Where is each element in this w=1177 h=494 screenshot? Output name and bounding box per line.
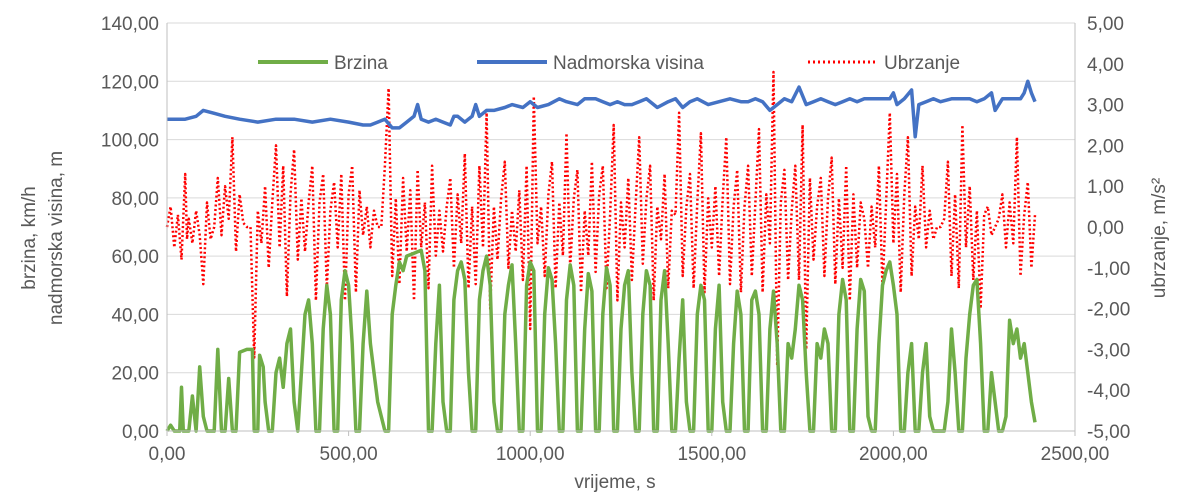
y-left-tick-label: 120,00 — [101, 72, 159, 93]
y-right-tick-label: -5,00 — [1087, 422, 1130, 443]
x-tick-label: 1000,00 — [496, 444, 565, 465]
y-right-tick-label: -1,00 — [1087, 259, 1130, 280]
y-axis-left-label-line2: nadmorska visina, m — [46, 151, 67, 325]
x-tick-label: 1500,00 — [677, 444, 746, 465]
series-line-brzina — [165, 248, 1037, 433]
y-left-tick-label: 40,00 — [111, 305, 159, 326]
x-tick-label: 0,00 — [149, 444, 186, 465]
y-right-tick-label: 5,00 — [1087, 14, 1124, 35]
legend-label-brzina: Brzina — [334, 53, 388, 74]
series-layer — [165, 70, 1037, 433]
legend-label-ubrzanje: Ubrzanje — [884, 53, 960, 74]
x-tick-label: 500,00 — [320, 444, 378, 465]
y-left-tick-label: 140,00 — [101, 14, 159, 35]
y-axis-right-label: ubrzanje, m/s² — [1149, 178, 1170, 298]
y-right-tick-label: 3,00 — [1087, 96, 1124, 117]
y-left-tick-label: 60,00 — [111, 247, 159, 268]
y-right-tick-label: -3,00 — [1087, 340, 1130, 361]
y-axis-left-label-line1: brzina, km/h — [19, 186, 40, 289]
y-right-tick-label: -4,00 — [1087, 381, 1130, 402]
y-right-tick-label: -2,00 — [1087, 300, 1130, 321]
legend-label-nadmorska-visina: Nadmorska visina — [553, 53, 704, 74]
y-right-tick-label: 1,00 — [1087, 177, 1124, 198]
y-right-tick-label: 4,00 — [1087, 55, 1124, 76]
y-left-tick-label: 80,00 — [111, 189, 159, 210]
x-axis-label: vrijeme, s — [574, 472, 655, 493]
series-line-nadmorska-visina — [167, 79, 1037, 139]
y-left-tick-label: 20,00 — [111, 364, 159, 385]
legend: Brzina Nadmorska visina Ubrzanje — [258, 53, 960, 74]
y-right-tick-label: 0,00 — [1087, 218, 1124, 239]
y-left-tick-label: 0,00 — [122, 422, 159, 443]
y-left-tick-label: 100,00 — [101, 131, 159, 152]
y-right-tick-label: 2,00 — [1087, 136, 1124, 157]
axes: 0,00 20,00 40,00 60,00 80,00 100,00 120,00 140,… — [101, 14, 1130, 465]
x-tick-label: 2000,00 — [859, 444, 928, 465]
x-tick-label: 2500,00 — [1041, 444, 1110, 465]
